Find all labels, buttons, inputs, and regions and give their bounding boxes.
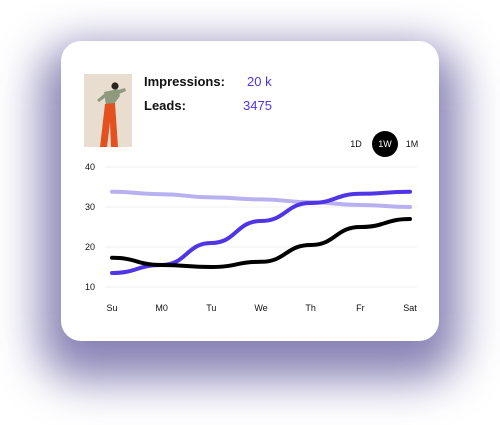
- x-tick-label: Th: [305, 303, 316, 313]
- impressions-label: Impressions:: [144, 74, 225, 89]
- x-tick-label: Sat: [403, 303, 417, 313]
- range-tab-1d[interactable]: 1D: [350, 139, 362, 149]
- x-tick-label: Su: [106, 303, 117, 313]
- x-tick-label: Tu: [206, 303, 216, 313]
- series-line-dark: [110, 217, 412, 270]
- line-chart: 10 20 30 40 Su M0 Tu We Th Fr Sat: [85, 162, 417, 313]
- leads-label: Leads:: [144, 98, 186, 113]
- time-range-selector: 1D 1W 1M: [347, 131, 427, 157]
- stats-card: Impressions: 20 k Leads: 3475 1D 1W 1M 1…: [61, 41, 439, 341]
- range-tab-1w[interactable]: 1W: [372, 131, 398, 157]
- y-tick-label: 40: [85, 162, 95, 172]
- series-line-light: [110, 189, 412, 209]
- range-tab-1m[interactable]: 1M: [405, 139, 419, 149]
- y-tick-label: 20: [85, 242, 95, 252]
- x-tick-label: Fr: [356, 303, 365, 313]
- x-tick-label: We: [254, 303, 267, 313]
- y-tick-label: 10: [85, 282, 95, 292]
- y-tick-label: 30: [85, 202, 95, 212]
- leads-value: 3475: [243, 98, 272, 113]
- impressions-value: 20 k: [247, 74, 272, 89]
- x-tick-label: M0: [155, 303, 168, 313]
- profile-photo: [84, 74, 132, 147]
